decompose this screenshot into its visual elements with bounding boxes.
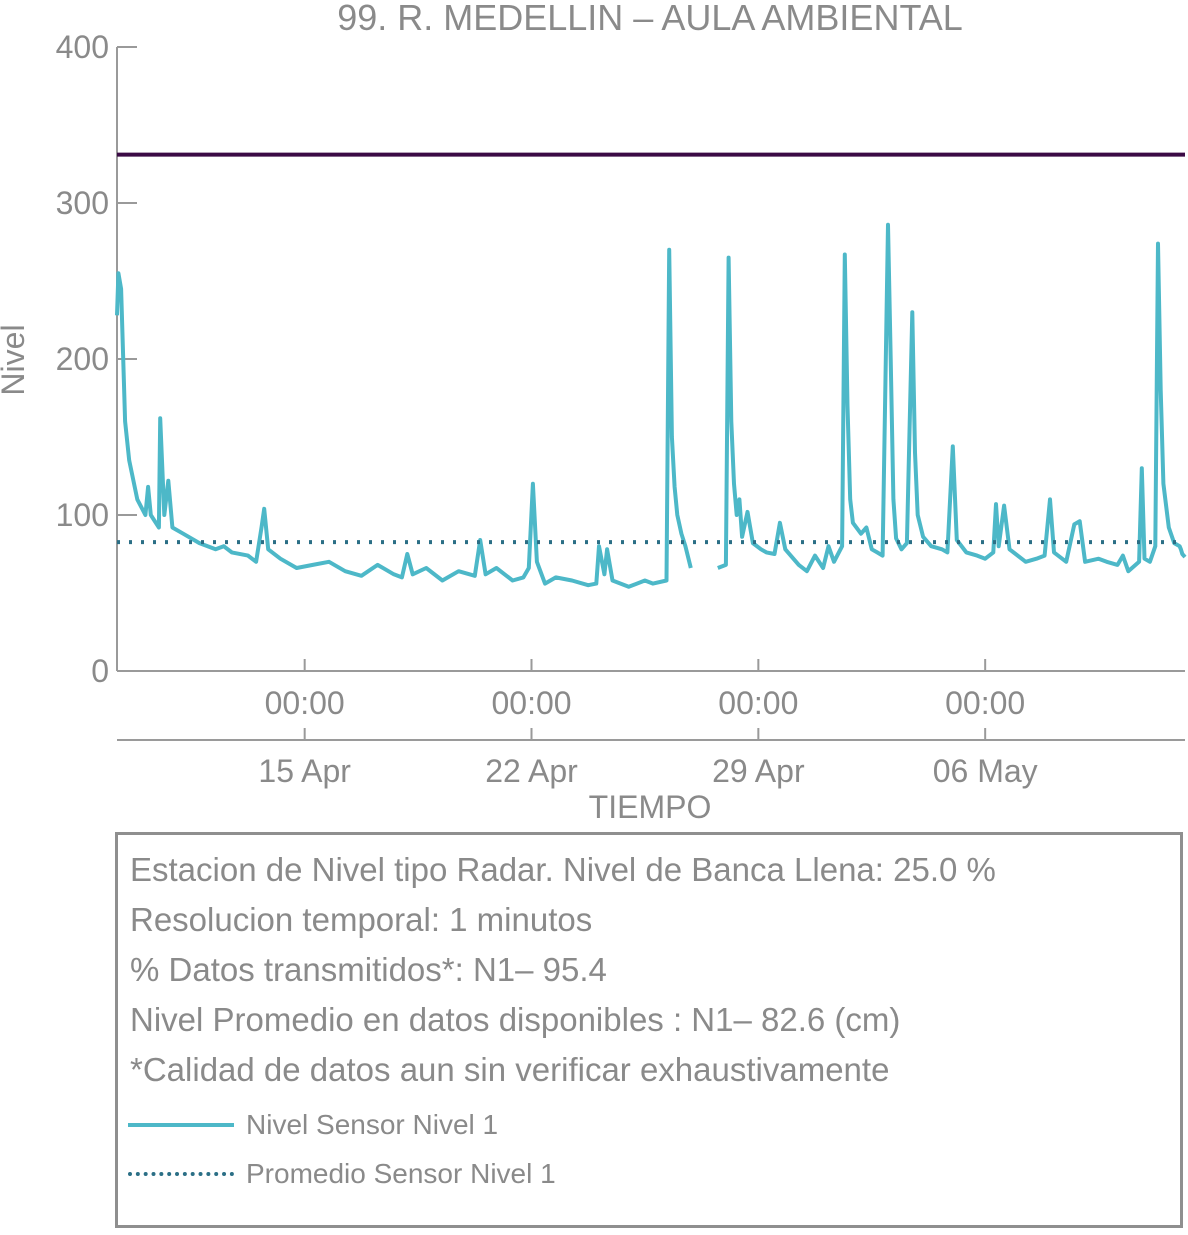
level-series-line-0	[115, 247, 693, 589]
x-date-label: 29 Apr	[712, 753, 805, 789]
info-line-transmitted: % Datos transmitidos*: N1– 95.4	[130, 951, 607, 988]
y-axis-label: Nivel	[0, 324, 31, 395]
x-tick-label: 00:00	[491, 685, 571, 721]
x-tick-label: 00:00	[718, 685, 798, 721]
x-tick-label: 00:00	[945, 685, 1025, 721]
plot-area	[115, 152, 1187, 589]
info-line-station: Estacion de Nivel tipo Radar. Nivel de B…	[130, 851, 996, 888]
level-series-line-1	[717, 222, 1187, 574]
y-axis: 0 100 200 300 400	[56, 29, 137, 689]
legend-label: Promedio Sensor Nivel 1	[246, 1158, 556, 1189]
legend-swatch-dotted-line	[128, 1172, 234, 1176]
x-date-label: 06 May	[933, 753, 1038, 789]
chart-title: 99. R. MEDELLIN – AULA AMBIENTAL	[337, 0, 963, 38]
legend-swatch-solid-line	[128, 1123, 234, 1127]
x-date-label: 22 Apr	[485, 753, 578, 789]
y-tick-label: 0	[91, 653, 109, 689]
chart: 99. R. MEDELLIN – AULA AMBIENTAL Nivel T…	[0, 0, 1187, 825]
info-line-average: Nivel Promedio en datos disponibles : N1…	[130, 1001, 901, 1038]
x-axis: 00:00 15 Apr 00:00 22 Apr 00:00 29 Apr 00:00 06…	[117, 659, 1185, 789]
x-axis-label: TIEMPO	[589, 789, 712, 825]
info-line-resolution: Resolucion temporal: 1 minutos	[130, 901, 593, 938]
y-tick-label: 200	[56, 341, 109, 377]
x-date-label: 15 Apr	[258, 753, 351, 789]
y-tick-label: 400	[56, 29, 109, 65]
legend-label: Nivel Sensor Nivel 1	[246, 1109, 499, 1140]
y-tick-label: 100	[56, 497, 109, 533]
y-tick-label: 300	[56, 185, 109, 221]
x-tick-label: 00:00	[265, 685, 345, 721]
info-box: Estacion de Nivel tipo Radar. Nivel de B…	[115, 832, 1183, 1228]
info-line-quality-note: *Calidad de datos aun sin verificar exha…	[130, 1051, 890, 1088]
